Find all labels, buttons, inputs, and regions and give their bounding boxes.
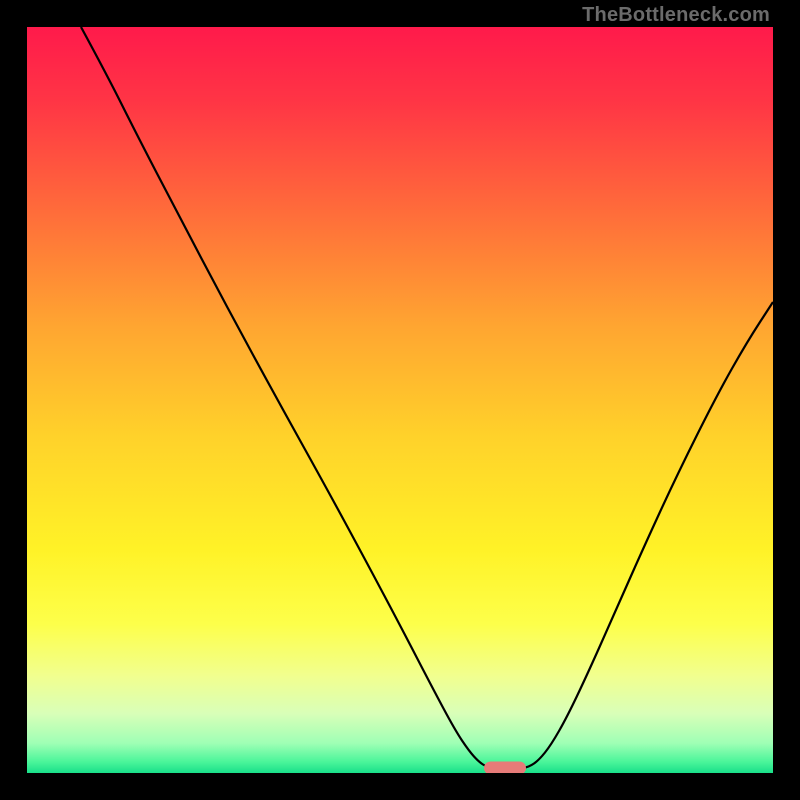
minimum-marker — [484, 762, 526, 774]
watermark-text: TheBottleneck.com — [582, 4, 770, 27]
chart-frame: TheBottleneck.com — [0, 0, 800, 800]
bottleneck-curve — [27, 27, 773, 773]
plot-area — [27, 27, 773, 773]
